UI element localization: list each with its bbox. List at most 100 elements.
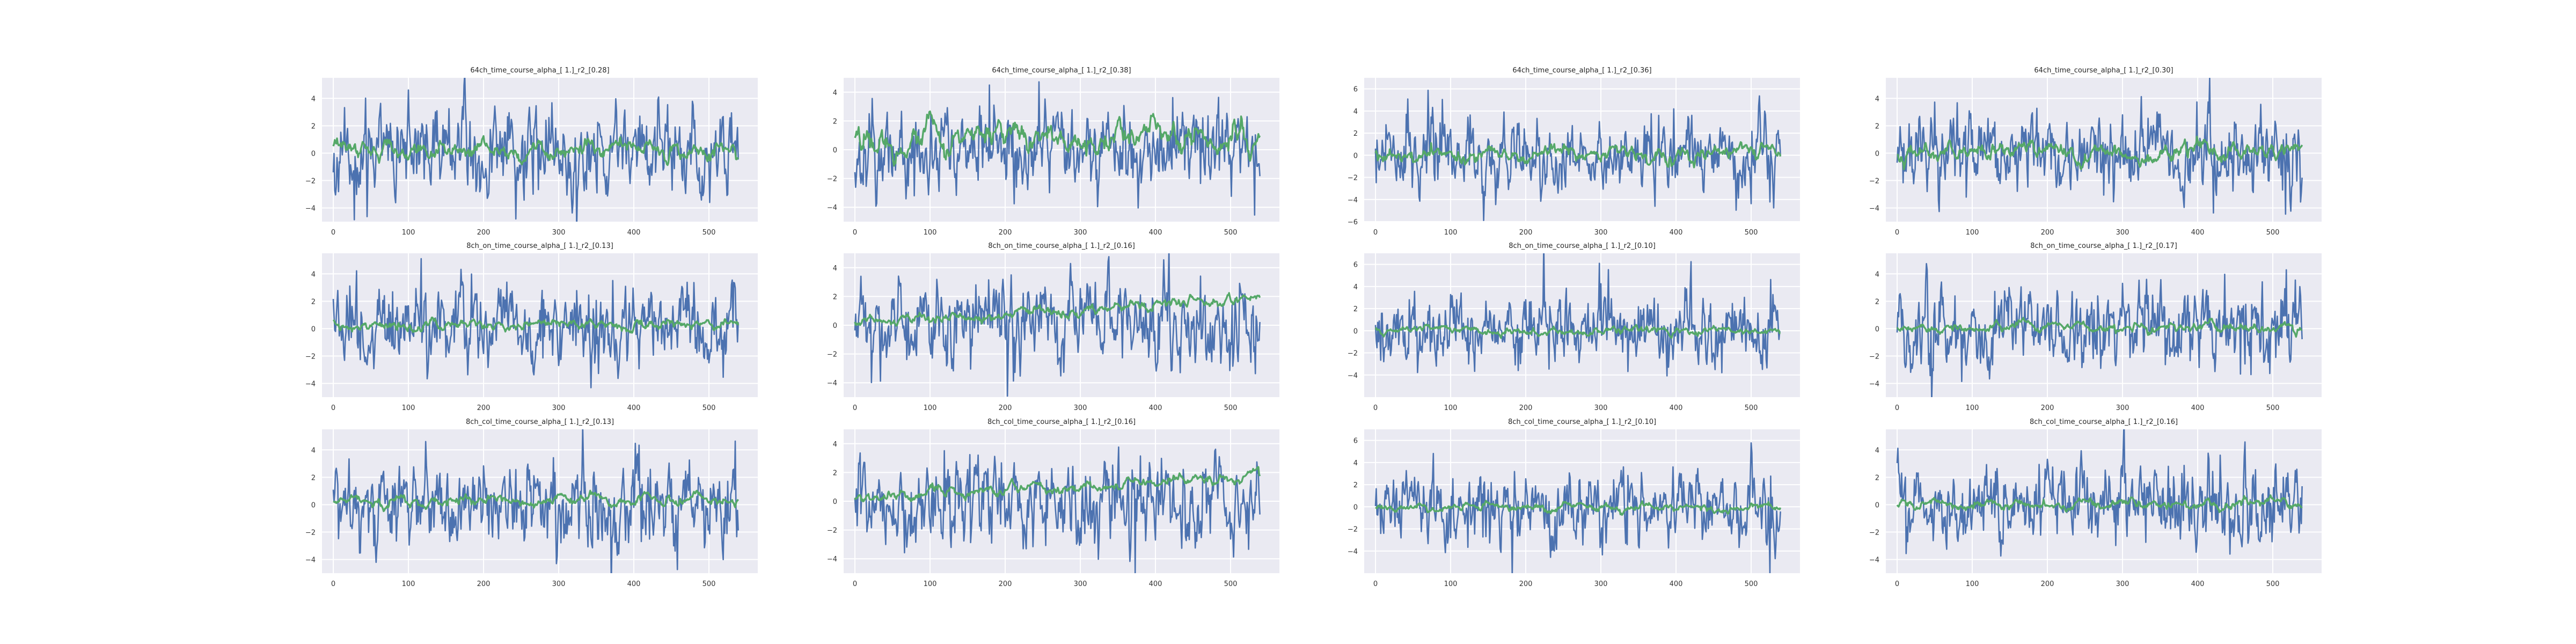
- subplot-title: 8ch_col_time_course_alpha_[ 1.]_r2_[0.13…: [466, 418, 614, 426]
- x-tick-label: 200: [999, 229, 1012, 237]
- subplot-7: 0 100 200 300 400 500 −4 −2 0 2 4 6 8ch_on_time_cour…: [1348, 242, 1800, 412]
- noisy-series-line: [854, 81, 1261, 216]
- y-tick-label: 0: [311, 325, 316, 333]
- y-tick-label: 4: [1875, 95, 1879, 103]
- subplot-5: 0 100 200 300 400 500 −4 −2 0 2 4 8ch_on_time_cours…: [305, 242, 758, 412]
- x-tick-label: 400: [627, 580, 641, 588]
- y-tick-label: 0: [833, 498, 837, 506]
- subplot-title: 8ch_on_time_course_alpha_[ 1.]_r2_[0.13]: [466, 242, 613, 250]
- y-tick-label: 2: [833, 118, 837, 126]
- x-tick-label: 200: [477, 580, 491, 588]
- y-tick-label: 6: [1353, 437, 1358, 445]
- y-tick-label: −4: [827, 204, 837, 212]
- x-tick-label: 200: [2041, 580, 2054, 588]
- x-tick-label: 500: [702, 580, 716, 588]
- x-tick-label: 100: [924, 580, 937, 588]
- x-tick-label: 400: [1670, 580, 1683, 588]
- x-tick-label: 500: [1745, 404, 1758, 412]
- x-tick-label: 500: [1745, 580, 1758, 588]
- smooth-series-line: [332, 317, 740, 334]
- y-tick-label: 4: [311, 95, 316, 103]
- y-tick-label: −2: [305, 529, 316, 537]
- y-tick-label: −4: [1869, 380, 1879, 388]
- y-tick-label: −2: [1348, 526, 1358, 534]
- y-tick-label: 0: [1875, 501, 1879, 509]
- subplot-title: 64ch_time_course_alpha_[ 1.]_r2_[0.36]: [1512, 67, 1651, 75]
- x-tick-label: 200: [477, 404, 491, 412]
- subplot-title: 64ch_time_course_alpha_[ 1.]_r2_[0.38]: [992, 67, 1131, 75]
- y-tick-label: −4: [1348, 548, 1358, 556]
- y-tick-label: 4: [1353, 459, 1358, 467]
- y-tick-label: 0: [833, 147, 837, 155]
- x-tick-label: 200: [999, 404, 1012, 412]
- x-tick-label: 400: [627, 229, 641, 237]
- subplot-title: 8ch_on_time_course_alpha_[ 1.]_r2_[0.10]: [1509, 242, 1656, 250]
- y-tick-label: −2: [1869, 177, 1879, 185]
- x-tick-label: 0: [1895, 404, 1899, 412]
- y-tick-label: 2: [311, 474, 316, 482]
- smooth-series-line: [1375, 500, 1782, 516]
- subplot-1: 0 100 200 300 400 500 −4 −2 0 2 4 64ch_time_course_…: [305, 67, 758, 237]
- x-tick-label: 500: [1745, 229, 1758, 237]
- smooth-series-line: [1897, 135, 2303, 171]
- y-tick-label: 2: [1875, 298, 1879, 306]
- noisy-series-line: [332, 258, 739, 389]
- x-tick-label: 400: [1149, 229, 1162, 237]
- x-tick-label: 200: [999, 580, 1012, 588]
- y-tick-label: 0: [1353, 327, 1358, 335]
- y-tick-label: 2: [311, 298, 316, 306]
- smooth-series-line: [332, 135, 739, 166]
- subplot-title: 64ch_time_course_alpha_[ 1.]_r2_[0.28]: [470, 67, 609, 75]
- y-tick-label: 2: [1875, 474, 1879, 482]
- noisy-series-line: [1374, 253, 1781, 377]
- y-tick-label: −2: [1869, 353, 1879, 361]
- x-tick-label: 100: [402, 404, 415, 412]
- noisy-series-line: [332, 429, 739, 573]
- x-tick-label: 0: [1895, 580, 1899, 588]
- x-tick-label: 500: [1224, 580, 1238, 588]
- y-tick-label: 0: [833, 322, 837, 330]
- noisy-series-line: [854, 446, 1261, 573]
- x-tick-label: 300: [552, 580, 566, 588]
- y-tick-label: 2: [311, 122, 316, 130]
- x-tick-label: 500: [2266, 229, 2280, 237]
- x-tick-label: 200: [2041, 229, 2054, 237]
- y-tick-label: −4: [305, 204, 316, 213]
- x-tick-label: 400: [2191, 229, 2205, 237]
- y-tick-label: 2: [1353, 481, 1358, 489]
- noisy-series-line: [854, 253, 1261, 397]
- x-tick-label: 300: [1074, 229, 1087, 237]
- x-tick-label: 0: [1373, 580, 1378, 588]
- x-tick-label: 500: [702, 229, 716, 237]
- x-tick-label: 300: [552, 229, 566, 237]
- y-tick-label: 0: [311, 501, 316, 509]
- y-tick-label: 4: [1875, 447, 1879, 455]
- y-tick-label: 0: [1875, 150, 1879, 158]
- smooth-series-line: [854, 466, 1261, 502]
- subplot-2: 0 100 200 300 400 500 −4 −2 0 2 4 64ch_time_course_…: [827, 67, 1279, 237]
- x-tick-label: 0: [1373, 404, 1378, 412]
- x-tick-label: 200: [1519, 404, 1533, 412]
- y-tick-label: 0: [311, 150, 316, 158]
- x-tick-label: 400: [2191, 404, 2205, 412]
- y-tick-label: 0: [1353, 503, 1358, 511]
- subplot-11: 0 100 200 300 400 500 −4 −2 0 2 4 6 8ch_col_time_cou…: [1348, 418, 1800, 588]
- y-tick-label: 4: [311, 447, 316, 455]
- x-tick-label: 100: [1966, 580, 1979, 588]
- x-tick-label: 0: [331, 580, 335, 588]
- x-tick-label: 300: [1074, 404, 1087, 412]
- subplot-9: 0 100 200 300 400 500 −4 −2 0 2 4 8ch_col_time_cour…: [305, 418, 758, 588]
- x-tick-label: 0: [853, 404, 857, 412]
- y-tick-label: 0: [1353, 152, 1358, 160]
- x-tick-label: 400: [1670, 229, 1683, 237]
- smooth-series-line: [1896, 494, 2303, 513]
- x-tick-label: 200: [2041, 404, 2054, 412]
- noisy-series-line: [1374, 442, 1781, 573]
- subplot-6: 0 100 200 300 400 500 −4 −2 0 2 4 8ch_on_time_cours…: [827, 242, 1279, 412]
- x-tick-label: 300: [1594, 404, 1608, 412]
- y-tick-label: −4: [1348, 196, 1358, 204]
- y-tick-label: 2: [1875, 122, 1879, 130]
- x-tick-label: 300: [2116, 580, 2129, 588]
- x-tick-label: 0: [1895, 229, 1899, 237]
